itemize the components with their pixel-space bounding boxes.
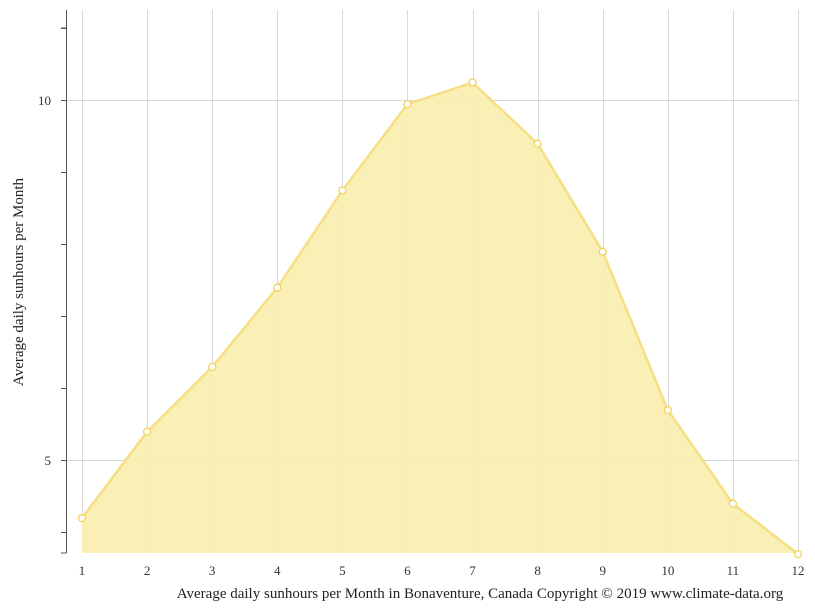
x-tick-label: 11 xyxy=(727,563,740,578)
x-tick-label: 9 xyxy=(599,563,606,578)
x-tick-label: 7 xyxy=(469,563,476,578)
data-point xyxy=(273,283,282,292)
data-point xyxy=(468,78,477,87)
y-tick-label: 5 xyxy=(45,453,52,468)
x-tick-label: 8 xyxy=(534,563,541,578)
data-point xyxy=(77,513,87,523)
x-tick-label: 3 xyxy=(209,563,216,578)
data-point xyxy=(142,427,152,436)
x-tick-label: 5 xyxy=(339,563,346,578)
area-fill xyxy=(82,82,798,555)
data-point xyxy=(338,186,347,195)
series-line xyxy=(81,81,799,556)
data-point xyxy=(403,99,412,109)
data-point xyxy=(728,499,738,508)
area-series xyxy=(81,81,799,556)
chart-caption: Average daily sunhours per Month in Bona… xyxy=(177,586,784,602)
x-tick-label: 1 xyxy=(79,563,86,578)
axes xyxy=(61,10,67,554)
x-tick-label: 4 xyxy=(274,563,281,578)
x-tick-label: 6 xyxy=(404,563,411,578)
x-tick-label: 2 xyxy=(144,563,151,578)
y-tick-label: 10 xyxy=(38,93,51,108)
data-point xyxy=(598,247,607,256)
y-axis-title: Average daily sunhours per Month xyxy=(11,178,27,387)
data-point xyxy=(533,139,542,148)
x-tick-label: 10 xyxy=(661,563,674,578)
x-tick-label: 12 xyxy=(792,563,805,578)
data-point xyxy=(663,405,672,415)
data-points xyxy=(77,78,803,559)
data-point xyxy=(208,362,217,372)
data-point xyxy=(793,549,803,559)
